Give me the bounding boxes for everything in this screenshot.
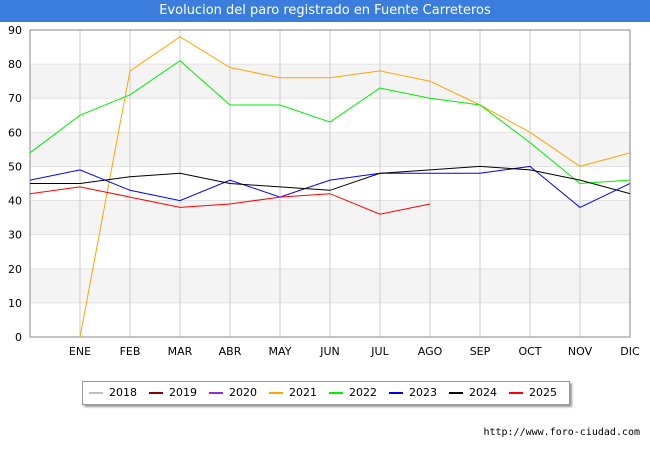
series-line-2025 — [30, 186, 431, 215]
x-tick-label: NOV — [568, 345, 593, 358]
legend-label: 2024 — [469, 386, 497, 399]
legend-swatch — [449, 392, 463, 394]
legend-label: 2023 — [409, 386, 437, 399]
y-tick-label: 90 — [8, 24, 22, 37]
chart-title: Evolucion del paro registrado en Fuente … — [0, 0, 650, 22]
legend-swatch — [389, 392, 403, 394]
y-tick-label: 60 — [8, 126, 22, 139]
y-tick-label: 30 — [8, 229, 22, 242]
series-line-2024 — [30, 165, 630, 195]
y-tick-label: 10 — [8, 297, 22, 310]
series-line-2021 — [79, 36, 630, 338]
x-tick-label: SEP — [470, 345, 491, 358]
legend-label: 2018 — [109, 386, 137, 399]
y-tick-label: 50 — [8, 160, 22, 173]
y-tick-label: 20 — [8, 263, 22, 276]
legend-label: 2022 — [349, 386, 377, 399]
x-tick-labels: ENE FEB MAR ABR MAY JUN JUL AGO SEP OCT NOV DIC — [69, 345, 640, 358]
x-tick-label: FEB — [120, 345, 141, 358]
y-tick-label: 40 — [8, 195, 22, 208]
y-tick-labels: 0 10 20 30 40 50 60 70 80 90 — [8, 24, 22, 344]
y-tick-label: 80 — [8, 58, 22, 71]
x-tick-label: MAY — [269, 345, 292, 358]
legend-label: 2019 — [169, 386, 197, 399]
x-tick-label: ABR — [219, 345, 242, 358]
legend-swatch — [329, 392, 343, 394]
series-lines — [30, 36, 630, 338]
x-tick-label: ENE — [69, 345, 91, 358]
x-tick-label: JUN — [319, 345, 340, 358]
source-url[interactable]: http://www.foro-ciudad.com — [483, 427, 640, 438]
legend-label: 2021 — [289, 386, 317, 399]
legend-swatch — [209, 392, 223, 394]
x-tick-label: AGO — [418, 345, 443, 358]
legend-label: 2020 — [229, 386, 257, 399]
x-tick-label: OCT — [518, 345, 541, 358]
legend-label: 2025 — [529, 386, 557, 399]
legend-swatch — [89, 392, 103, 394]
legend-swatch — [149, 392, 163, 394]
legend: 2018 2019 2020 2021 2022 2023 2024 2025 — [82, 381, 570, 405]
x-tick-label: JUL — [370, 345, 389, 358]
series-line-2022 — [30, 60, 630, 185]
x-tick-label: DIC — [620, 345, 640, 358]
legend-swatch — [509, 392, 523, 394]
series-line-2023 — [30, 165, 630, 208]
legend-swatch — [269, 392, 283, 394]
x-tick-label: MAR — [168, 345, 193, 358]
y-tick-label: 70 — [8, 92, 22, 105]
y-tick-label: 0 — [15, 331, 22, 344]
